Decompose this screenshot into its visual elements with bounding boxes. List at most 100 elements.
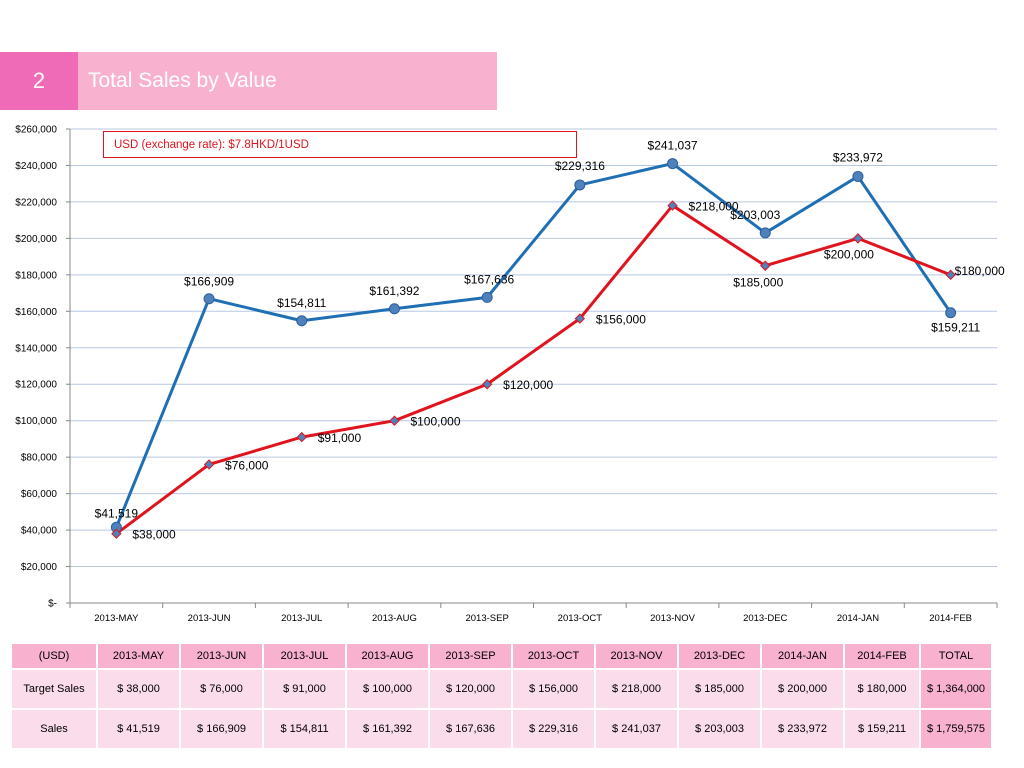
table-cell: $ 167,636 [428, 708, 513, 750]
header-cell: 2013-NOV [594, 642, 679, 670]
row-label: Sales [10, 708, 98, 750]
header-cell-total: TOTAL [919, 642, 993, 670]
target-data-label: $218,000 [689, 200, 739, 214]
sales-point [945, 307, 957, 319]
header-cell: 2013-MAY [96, 642, 181, 670]
table-cell: $ 200,000 [760, 668, 845, 710]
target-point [296, 431, 307, 443]
data-table: (USD) 2013-MAY 2013-JUN 2013-JUL 2013-AU… [10, 642, 993, 750]
y-tick-label: $80,000 [21, 453, 58, 464]
page-title: Total Sales by Value [78, 52, 497, 110]
x-tick-label: 2014-JAN [837, 613, 879, 624]
sales-point [667, 158, 679, 170]
line-chart: $- $20,000 $40,000 $60,000 $80,000 $100,000 $1… [15, 125, 1005, 625]
y-tick-label: $40,000 [21, 526, 58, 537]
header-cell: 2013-JUL [262, 642, 347, 670]
table-header-row: (USD) 2013-MAY 2013-JUN 2013-JUL 2013-AU… [10, 642, 993, 670]
y-tick-label: $160,000 [15, 307, 57, 318]
table-cell: $ 185,000 [677, 668, 762, 710]
header-cell: 2014-JAN [760, 642, 845, 670]
sales-point [759, 227, 771, 239]
target-data-label: $100,000 [410, 415, 460, 429]
table-cell: $ 120,000 [428, 668, 513, 710]
target-point [389, 415, 400, 426]
target-data-label: $180,000 [955, 264, 1005, 278]
y-tick-label: $180,000 [15, 270, 57, 281]
target-point [111, 528, 122, 539]
y-tick-label: $240,000 [15, 161, 57, 172]
target-data-label: $91,000 [318, 431, 362, 445]
sales-data-label: $203,003 [730, 208, 780, 222]
sales-data-label: $154,811 [277, 296, 326, 310]
title-bar: 2 Total Sales by Value [0, 52, 497, 110]
sales-data-label: $167,636 [464, 272, 514, 286]
y-tick-label: $220,000 [15, 197, 57, 208]
y-tick-label: $100,000 [15, 416, 57, 427]
y-tick-label: $140,000 [15, 343, 57, 354]
table-cell: $ 241,037 [594, 708, 679, 750]
header-cell: 2013-AUG [345, 642, 430, 670]
header-cell: 2013-JUN [179, 642, 264, 670]
table-cell: $ 203,003 [677, 708, 762, 750]
x-tick-label: 2013-NOV [650, 613, 696, 624]
sales-point [388, 303, 400, 315]
series-line-target-sales [115, 204, 952, 535]
sales-data-label: $159,211 [931, 321, 980, 335]
target-data-label: $156,000 [596, 313, 646, 327]
y-tick-label: $- [48, 599, 57, 610]
y-tick-label: $120,000 [15, 380, 57, 391]
table-row-target-sales: Target Sales $ 38,000 $ 76,000 $ 91,000 … [10, 668, 993, 710]
y-tick-label: $260,000 [15, 125, 57, 136]
x-tick-label: 2014-FEB [929, 613, 972, 624]
target-point [760, 260, 771, 271]
sales-data-label: $161,392 [369, 284, 419, 298]
target-data-label: $185,000 [733, 276, 783, 290]
sales-point [852, 170, 864, 182]
sales-data-label: $229,316 [555, 159, 605, 173]
y-tick-label: $200,000 [15, 234, 57, 245]
target-data-label: $200,000 [824, 247, 874, 261]
table-cell: $ 38,000 [96, 668, 181, 710]
x-tick-label: 2013-DEC [743, 613, 787, 624]
y-tick-label: $20,000 [21, 562, 58, 573]
target-point [481, 379, 493, 390]
target-data-label: $120,000 [503, 378, 553, 392]
x-tick-label: 2013-AUG [372, 613, 417, 624]
table-cell: $ 156,000 [511, 668, 596, 710]
table-cell-total: $ 1,364,000 [919, 668, 993, 710]
table-cell: $ 154,811 [262, 708, 347, 750]
sales-data-label: $41,519 [95, 506, 139, 520]
sales-data-label: $166,909 [184, 275, 234, 289]
header-cell: 2013-OCT [511, 642, 596, 670]
sales-point [574, 179, 586, 191]
sales-point [481, 291, 493, 303]
section-number: 2 [0, 52, 78, 110]
target-point [667, 200, 678, 211]
target-point [945, 269, 956, 281]
sales-data-label: $241,037 [648, 139, 698, 153]
target-point [203, 459, 215, 470]
sales-point [296, 315, 308, 327]
header-cell: (USD) [10, 642, 98, 670]
table-cell: $ 100,000 [345, 668, 430, 710]
table-cell: $ 159,211 [843, 708, 921, 750]
target-point [574, 313, 586, 324]
header-cell: 2013-DEC [677, 642, 762, 670]
sales-point [203, 293, 215, 305]
row-label: Target Sales [10, 668, 98, 710]
x-tick-label: 2013-OCT [558, 613, 603, 624]
sales-data-label: $233,972 [833, 150, 883, 164]
exchange-rate-note: USD (exchange rate): $7.8HKD/1USD [103, 131, 577, 158]
header-cell: 2013-SEP [428, 642, 513, 670]
table-cell: $ 180,000 [843, 668, 921, 710]
x-tick-label: 2013-MAY [94, 613, 139, 624]
target-data-label: $76,000 [225, 458, 269, 472]
x-tick-label: 2013-SEP [465, 613, 508, 624]
y-tick-label: $60,000 [21, 489, 58, 500]
table-cell: $ 91,000 [262, 668, 347, 710]
series-line-sales [114, 162, 952, 528]
table-cell: $ 161,392 [345, 708, 430, 750]
target-data-label: $38,000 [132, 528, 176, 542]
header-cell: 2014-FEB [843, 642, 921, 670]
target-point [852, 233, 864, 244]
